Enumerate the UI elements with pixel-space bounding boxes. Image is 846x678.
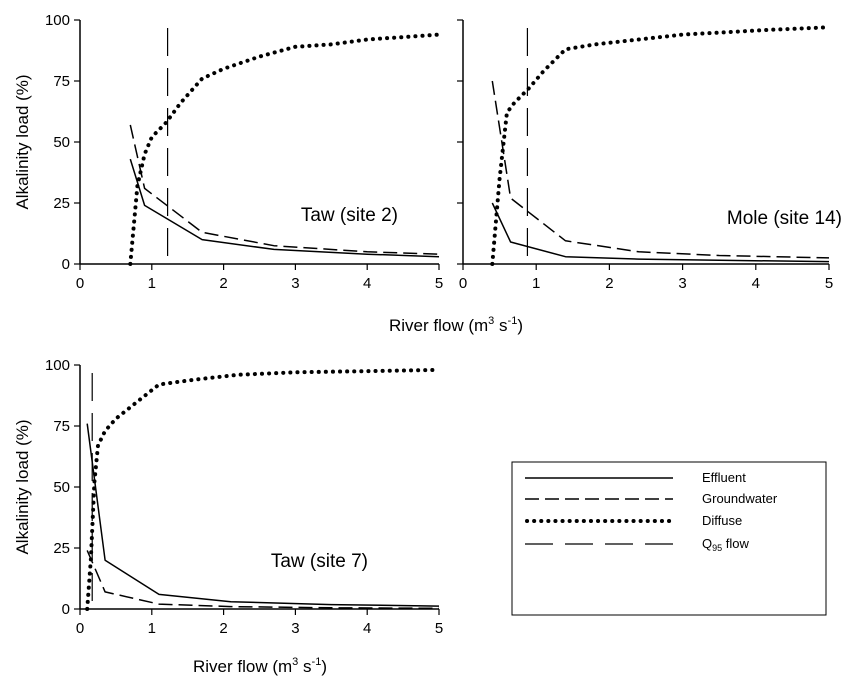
x-tick-label: 3: [291, 275, 299, 292]
y-axis-title-bottom: Alkalinity load (%): [13, 419, 32, 554]
legend-label-q95: Q95 flow: [702, 536, 749, 553]
y-tick-label: 25: [53, 540, 70, 557]
x-tick-label: 2: [605, 275, 613, 292]
panel-label-taw-site-7: Taw (site 7): [271, 551, 368, 572]
y-tick-label: 75: [53, 418, 70, 435]
x-tick-label: 2: [219, 620, 227, 637]
x-tick-label: 1: [148, 275, 156, 292]
legend-label-groundwater: Groundwater: [702, 491, 778, 506]
y-axis-title-top: Alkalinity load (%): [13, 74, 32, 209]
x-tick-label: 4: [363, 275, 371, 292]
series-groundwater-line: [491, 80, 830, 259]
series-effluent-line: [129, 158, 440, 258]
series-effluent-line: [491, 202, 830, 263]
y-tick-label: 0: [62, 256, 70, 273]
x-tick-label: 5: [435, 275, 443, 292]
x-tick-label: 5: [435, 620, 443, 637]
y-tick-label: 0: [62, 601, 70, 618]
legend-label-effluent: Effluent: [702, 470, 746, 485]
y-tick-label: 100: [45, 12, 70, 29]
panel-label-taw-site-2: Taw (site 2): [301, 205, 398, 226]
x-tick-label: 3: [678, 275, 686, 292]
panel-label-mole-site-14: Mole (site 14): [727, 208, 842, 229]
x-tick-label: 1: [148, 620, 156, 637]
series-diffuse-line: [85, 367, 441, 611]
x-axis-title-top: River flow (m3 s-1): [389, 315, 523, 335]
y-tick-label: 100: [45, 357, 70, 374]
x-tick-label: 0: [459, 275, 467, 292]
panel-mole-site-14: 0 1 2 3 4 5: [457, 19, 833, 292]
series-effluent-line: [86, 423, 440, 607]
x-tick-label: 2: [219, 275, 227, 292]
legend: Effluent Groundwater Diffuse Q95 flow: [511, 461, 827, 616]
series-groundwater-line: [129, 124, 440, 255]
legend-box: [511, 461, 827, 616]
legend-label-diffuse: Diffuse: [702, 513, 742, 528]
x-tick-label: 4: [363, 620, 371, 637]
y-tick-label: 75: [53, 73, 70, 90]
series-diffuse-line: [128, 32, 441, 266]
x-axis-title-bottom: River flow (m3 s-1): [193, 656, 327, 676]
series-groundwater-line: [86, 550, 440, 610]
x-tick-label: 0: [76, 620, 84, 637]
x-tick-label: 0: [76, 275, 84, 292]
y-tick-label: 50: [53, 134, 70, 151]
y-tick-label: 50: [53, 479, 70, 496]
y-tick-label: 25: [53, 195, 70, 212]
x-tick-label: 5: [825, 275, 833, 292]
x-tick-label: 4: [752, 275, 760, 292]
x-tick-label: 3: [291, 620, 299, 637]
x-tick-label: 1: [532, 275, 540, 292]
